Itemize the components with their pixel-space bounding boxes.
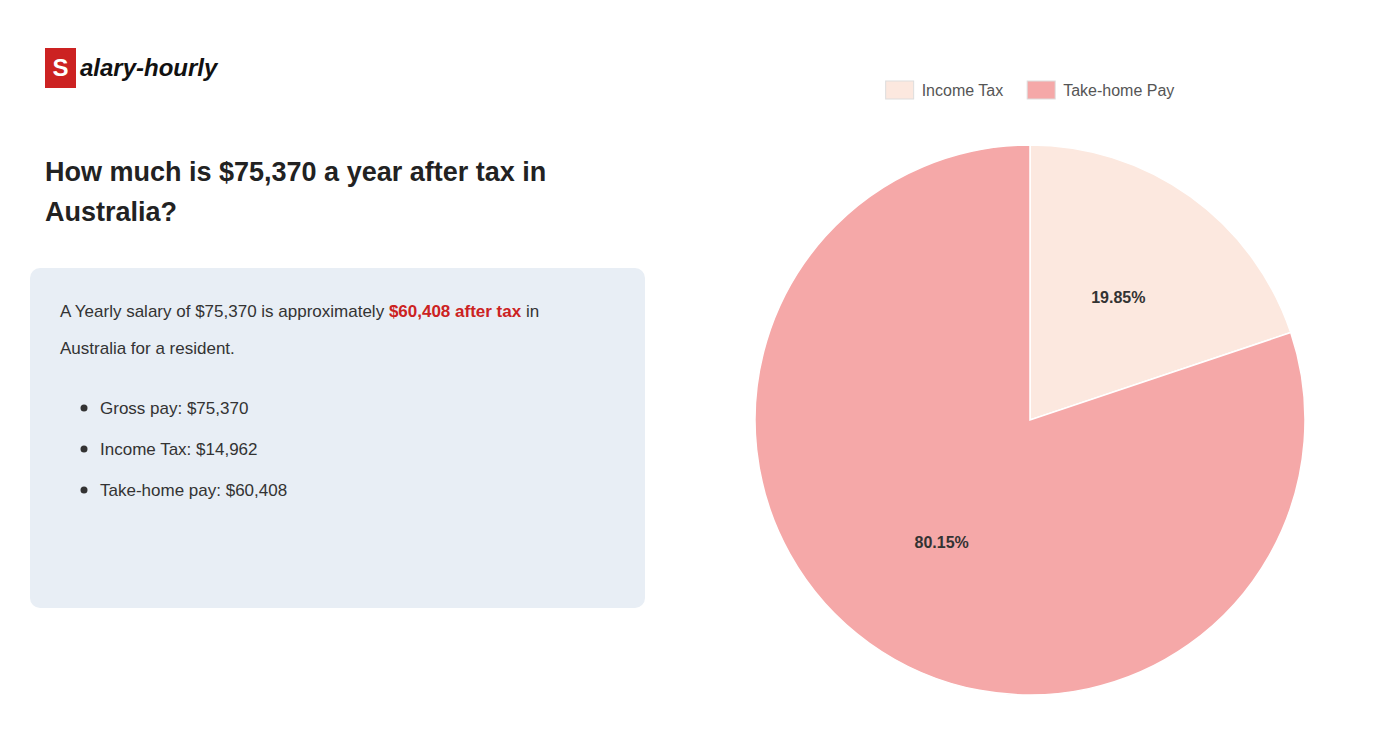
info-text: Australia for a resident. bbox=[60, 339, 235, 358]
data-label: 80.15% bbox=[915, 534, 969, 551]
logo-letter: S bbox=[52, 54, 68, 81]
title: Australia? bbox=[45, 197, 177, 227]
bullet-text: Take-home pay: $60,408 bbox=[100, 481, 287, 500]
pie: 19.85% 80.15% bbox=[755, 145, 1305, 695]
text-run: Australia for a resident. bbox=[60, 339, 235, 358]
logo-text-run: alary-hourly bbox=[80, 54, 219, 81]
info-box bbox=[30, 268, 645, 608]
text-run: Income Tax: $14,962 bbox=[100, 440, 258, 459]
bullet-text: Gross pay: $75,370 bbox=[100, 399, 248, 418]
bullet-text: Income Tax: $14,962 bbox=[100, 440, 258, 459]
bullet bbox=[81, 446, 88, 453]
text-run: $60,408 after tax bbox=[389, 302, 522, 321]
text-panel: Salary-hourly How much is $75,370 a year … bbox=[30, 48, 645, 608]
data-label: 19.85% bbox=[1091, 289, 1145, 306]
legend-item: Income Tax bbox=[886, 81, 1004, 99]
bullet bbox=[81, 405, 88, 412]
info-text: A Yearly salary of $75,370 is approximat… bbox=[60, 302, 539, 321]
title: How much is $75,370 a year after tax in bbox=[45, 157, 546, 187]
pie-slice bbox=[755, 145, 1305, 695]
text-run: Gross pay: $75,370 bbox=[100, 399, 248, 418]
legend-label: Income Tax bbox=[922, 82, 1004, 99]
text-run: A Yearly salary of $75,370 is approximat… bbox=[60, 302, 389, 321]
legend: Income Tax Take-home Pay bbox=[886, 81, 1175, 99]
legend-item: Take-home Pay bbox=[1027, 81, 1174, 99]
text-run: in bbox=[521, 302, 539, 321]
chart: Salary-hourly How much is $75,370 a year … bbox=[0, 0, 1400, 750]
text-run: Take-home pay: $60,408 bbox=[100, 481, 287, 500]
bullet bbox=[81, 487, 88, 494]
logo-box bbox=[45, 48, 76, 88]
logo-text: alary-hourly bbox=[80, 54, 219, 81]
legend-swatch bbox=[886, 81, 914, 99]
legend-swatch bbox=[1027, 81, 1055, 99]
legend-label: Take-home Pay bbox=[1063, 82, 1174, 99]
